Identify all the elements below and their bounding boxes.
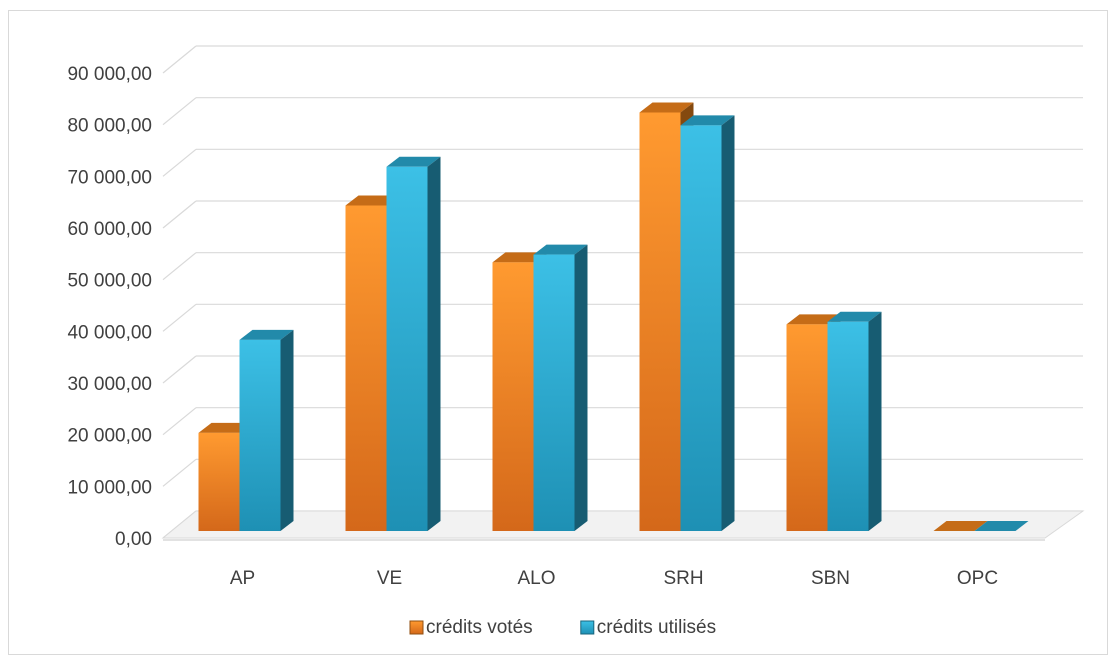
x-category-label: OPC (957, 568, 998, 589)
y-tick-label: 70 000,00 (67, 167, 152, 188)
x-axis-categories: AP VE ALO SRH SBN OPC (230, 568, 998, 589)
x-category-label: SBN (811, 568, 850, 589)
y-tick-label: 0,00 (115, 529, 152, 550)
bar (386, 156, 441, 531)
gridline-side (162, 148, 197, 177)
legend-label: crédits votés (426, 617, 533, 638)
bar (533, 244, 588, 532)
legend: crédits votés crédits utilisés (409, 617, 716, 638)
gridline-side (162, 407, 197, 436)
gridline-side (162, 303, 197, 332)
bar (680, 115, 735, 532)
bars (198, 102, 1029, 532)
y-tick-label: 90 000,00 (67, 64, 152, 85)
gridline-side (162, 458, 197, 487)
gridline-side (162, 200, 197, 229)
y-tick-label: 60 000,00 (67, 219, 152, 240)
x-category-label: AP (230, 568, 255, 589)
y-tick-label: 40 000,00 (67, 322, 152, 343)
legend-swatch (580, 620, 595, 635)
bar (239, 329, 294, 531)
legend-item: crédits utilisés (580, 617, 716, 638)
x-category-label: ALO (517, 568, 555, 589)
y-tick-label: 80 000,00 (67, 116, 152, 137)
gridline-side (162, 252, 197, 281)
bar (974, 521, 1029, 531)
y-tick-label: 30 000,00 (67, 374, 152, 395)
gridline-side (162, 45, 197, 74)
bar (933, 521, 988, 531)
gridline-side (162, 97, 197, 126)
y-tick-label: 20 000,00 (67, 426, 152, 447)
legend-swatch (409, 620, 424, 635)
bar (827, 311, 882, 531)
gridline-side (162, 355, 197, 384)
gridlines (162, 45, 1083, 539)
y-tick-label: 50 000,00 (67, 271, 152, 292)
legend-item: crédits votés (409, 617, 533, 638)
x-category-label: VE (377, 568, 402, 589)
y-tick-label: 10 000,00 (67, 477, 152, 498)
legend-label: crédits utilisés (597, 617, 716, 638)
y-axis-ticks: 0,00 10 000,00 20 000,00 30 000,00 40 000,00… (67, 64, 152, 550)
x-category-label: SRH (663, 568, 703, 589)
